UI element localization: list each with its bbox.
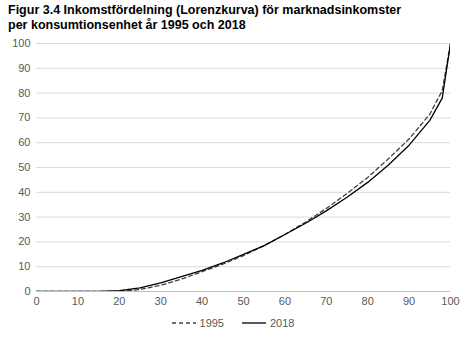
svg-text:90: 90 (18, 62, 30, 74)
svg-text:0: 0 (33, 295, 39, 307)
html-text:1995: 1995 (199, 317, 224, 329)
svg-text:10: 10 (72, 295, 84, 307)
svg-text:70: 70 (18, 111, 30, 123)
svg-text:60: 60 (279, 295, 291, 307)
svg-text:10: 10 (18, 260, 30, 272)
svg-text:100: 100 (441, 295, 459, 307)
svg-text:100: 100 (12, 37, 30, 49)
svg-text:20: 20 (18, 235, 30, 247)
html-text:Figur 3.4 Inkomstfördelning (L: Figur 3.4 Inkomstfördelning (Lorenzkurva… (8, 3, 402, 32)
svg-text:70: 70 (320, 295, 332, 307)
svg-text:20: 20 (113, 295, 125, 307)
svg-text:40: 40 (18, 186, 30, 198)
svg-text:40: 40 (196, 295, 208, 307)
svg-text:80: 80 (362, 295, 374, 307)
svg-text:80: 80 (18, 87, 30, 99)
svg-text:90: 90 (403, 295, 415, 307)
svg-text:50: 50 (237, 295, 249, 307)
svg-text:30: 30 (155, 295, 167, 307)
svg-text:30: 30 (18, 211, 30, 223)
html-text:2018: 2018 (270, 317, 295, 329)
svg-text:50: 50 (18, 161, 30, 173)
svg-text:60: 60 (18, 136, 30, 148)
svg-text:0: 0 (24, 285, 30, 297)
